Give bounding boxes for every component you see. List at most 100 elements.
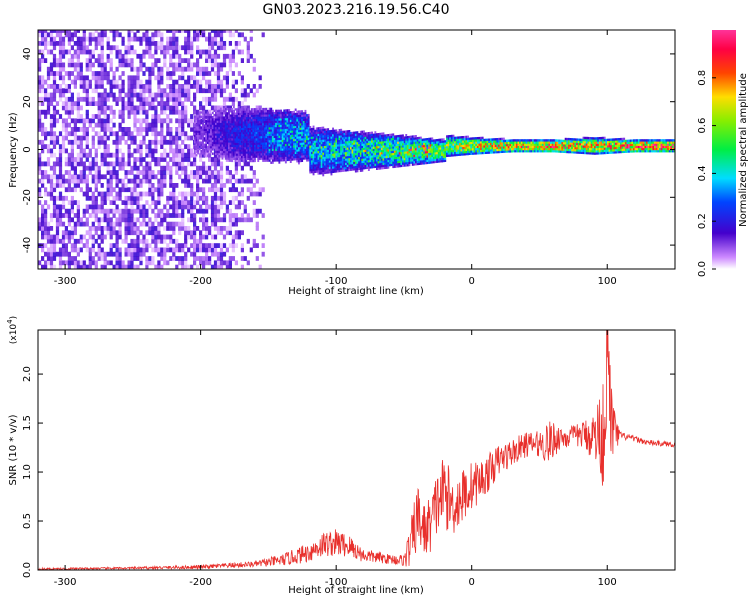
spectrogram-noise-cell <box>205 217 209 223</box>
spectrogram-signal-cell <box>210 122 212 125</box>
spectrogram-noise-cell <box>79 148 83 154</box>
spectrogram-signal-cell <box>351 136 354 139</box>
spectrogram-noise-cell <box>100 118 104 124</box>
spectrogram-signal-cell <box>288 132 291 136</box>
spectrogram-noise-cell <box>190 174 194 180</box>
spectrogram-noise-cell <box>216 251 221 257</box>
spectrogram-signal-cell <box>232 112 235 115</box>
spectrogram-noise-cell <box>112 200 116 205</box>
spectrogram-noise-cell <box>55 41 60 46</box>
spectrogram-noise-cell <box>160 45 164 51</box>
spectrogram-noise-cell <box>154 122 158 128</box>
spectrogram-signal-cell <box>206 130 209 134</box>
spectrogram-signal-cell <box>252 138 255 141</box>
spectrogram-signal-cell <box>218 133 221 136</box>
spectrogram-noise-cell <box>38 170 42 175</box>
spectrogram-signal-cell <box>353 131 356 134</box>
spectrogram-signal-cell <box>293 136 295 139</box>
spectrogram-signal-cell <box>228 116 230 119</box>
spectrogram-signal-cell <box>202 141 204 144</box>
spectrogram-noise-cell <box>184 174 188 180</box>
spectrogram-noise-cell <box>109 183 113 188</box>
spectrogram-signal-cell <box>236 121 238 124</box>
spectrogram-noise-cell <box>190 84 194 89</box>
spectrogram-signal-cell <box>296 132 299 135</box>
spectrogram-noise-cell <box>193 204 197 210</box>
spectrogram-signal-cell <box>296 110 299 113</box>
spectrogram-signal-cell <box>258 105 261 109</box>
spectrogram-noise-cell <box>208 247 212 253</box>
spectrogram-noise-cell <box>181 75 185 81</box>
spectrogram-noise-cell <box>73 30 77 33</box>
spectrogram-signal-cell <box>317 170 320 173</box>
spectrogram-noise-cell <box>118 135 122 141</box>
spectrogram-noise-cell <box>213 88 218 94</box>
spectrogram-signal-cell <box>302 144 305 147</box>
spectrogram-signal-cell <box>218 116 221 119</box>
spectrogram-signal-cell <box>237 138 240 141</box>
spectrogram-signal-cell <box>343 169 346 172</box>
spectrogram-noise-cell <box>82 118 86 124</box>
spectrogram-signal-cell <box>250 144 253 148</box>
spectrogram-signal-cell <box>288 143 291 146</box>
spectrogram-signal-cell <box>314 134 317 137</box>
spectrogram-signal-cell <box>262 153 265 156</box>
spectrogram-signal-cell <box>267 133 269 136</box>
spectrogram-noise-cell <box>109 200 113 205</box>
spectrogram-noise-cell <box>190 264 194 269</box>
spectrogram-signal-cell <box>369 136 372 139</box>
spectrogram-noise-cell <box>193 234 197 240</box>
spectrogram-noise-cell <box>91 118 95 124</box>
spectrogram-noise-cell <box>85 62 89 68</box>
spectrogram-signal-cell <box>262 118 265 122</box>
spectrogram-signal-cell <box>255 136 258 139</box>
spectrogram-noise-cell <box>210 66 215 72</box>
spectrogram-signal-cell <box>306 139 308 143</box>
spectrogram-noise-cell <box>160 135 164 141</box>
spectrogram-signal-cell <box>280 118 282 121</box>
spectrogram-noise-cell <box>124 200 128 205</box>
spectrogram-noise-cell <box>219 88 224 94</box>
spectrogram-signal-cell <box>258 120 261 124</box>
spectrogram-noise-cell <box>44 88 48 94</box>
spectrogram-signal-cell <box>294 117 297 120</box>
spectrogram-signal-cell <box>376 148 378 151</box>
spectrogram-noise-cell <box>73 247 77 253</box>
spectrogram-signal-cell <box>320 135 323 138</box>
spectrogram-signal-cell <box>221 129 224 132</box>
spectrogram-noise-cell <box>49 247 54 253</box>
spectrogram-signal-cell <box>302 129 305 132</box>
spectrogram-signal-cell <box>294 140 297 144</box>
spectrogram-noise-cell <box>145 208 149 214</box>
spectrogram-noise-cell <box>109 217 113 223</box>
spectrogram-signal-cell <box>258 127 261 130</box>
spectrogram-noise-cell <box>106 251 110 257</box>
spectrogram-signal-cell <box>293 145 295 148</box>
spectrogram-signal-cell <box>239 123 242 126</box>
spectrogram-signal-cell <box>325 171 328 174</box>
spectrogram-signal-cell <box>358 133 360 136</box>
spectrogram-noise-cell <box>193 161 197 167</box>
spectrogram-noise-cell <box>145 200 149 205</box>
spectrogram-noise-cell <box>151 105 155 111</box>
spectrogram-noise-cell <box>52 204 57 210</box>
spectrogram-noise-cell <box>160 139 164 145</box>
spectrogram-signal-cell <box>328 138 331 142</box>
spectrogram-noise-cell <box>49 122 54 128</box>
spectrogram-noise-cell <box>61 243 66 248</box>
spectrogram-signal-cell <box>330 157 333 161</box>
spectrogram-signal-cell <box>211 139 214 142</box>
spectrogram-noise-cell <box>85 36 89 42</box>
spectrogram-signal-cell <box>291 121 294 125</box>
spectrogram-signal-cell <box>312 166 315 169</box>
spectrogram-noise-cell <box>142 191 146 197</box>
spectrogram-signal-cell <box>229 118 232 122</box>
spectrogram-signal-cell <box>195 128 198 131</box>
spectrogram-signal-cell <box>337 170 339 173</box>
spectrogram-signal-cell <box>364 147 367 150</box>
spectrogram-signal-cell <box>288 152 291 155</box>
spectrogram-signal-cell <box>281 159 284 162</box>
spectrogram-signal-cell <box>271 109 274 113</box>
spectrogram-noise-cell <box>97 84 101 89</box>
spectrogram-signal-cell <box>294 155 297 159</box>
